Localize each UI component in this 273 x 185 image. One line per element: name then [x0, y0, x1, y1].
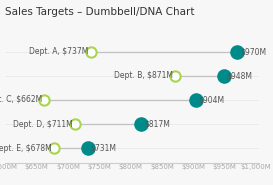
Point: [73, 123, 77, 126]
Text: Dept. D, $711M: Dept. D, $711M: [13, 120, 73, 129]
Point: [235, 50, 240, 53]
Text: $817M: $817M: [144, 120, 170, 129]
Point: [194, 98, 198, 101]
Text: $731M: $731M: [90, 144, 116, 153]
Text: $970M: $970M: [240, 47, 266, 56]
Text: Sales Targets – Dumbbell/DNA Chart: Sales Targets – Dumbbell/DNA Chart: [5, 7, 195, 17]
Point: [52, 147, 57, 150]
Text: Dept. C, $662M: Dept. C, $662M: [0, 95, 42, 104]
Point: [42, 98, 46, 101]
Text: Dept. B, $871M: Dept. B, $871M: [114, 71, 173, 80]
Text: $904M: $904M: [198, 95, 225, 104]
Point: [85, 147, 90, 150]
Point: [139, 123, 144, 126]
Point: [89, 50, 94, 53]
Point: [173, 74, 177, 77]
Text: Dept. A, $737M: Dept. A, $737M: [29, 47, 89, 56]
Legend: 2016, 2017: 2016, 2017: [173, 0, 256, 3]
Point: [221, 74, 226, 77]
Text: $948M: $948M: [226, 71, 252, 80]
Text: Dept. E, $678M: Dept. E, $678M: [0, 144, 52, 153]
